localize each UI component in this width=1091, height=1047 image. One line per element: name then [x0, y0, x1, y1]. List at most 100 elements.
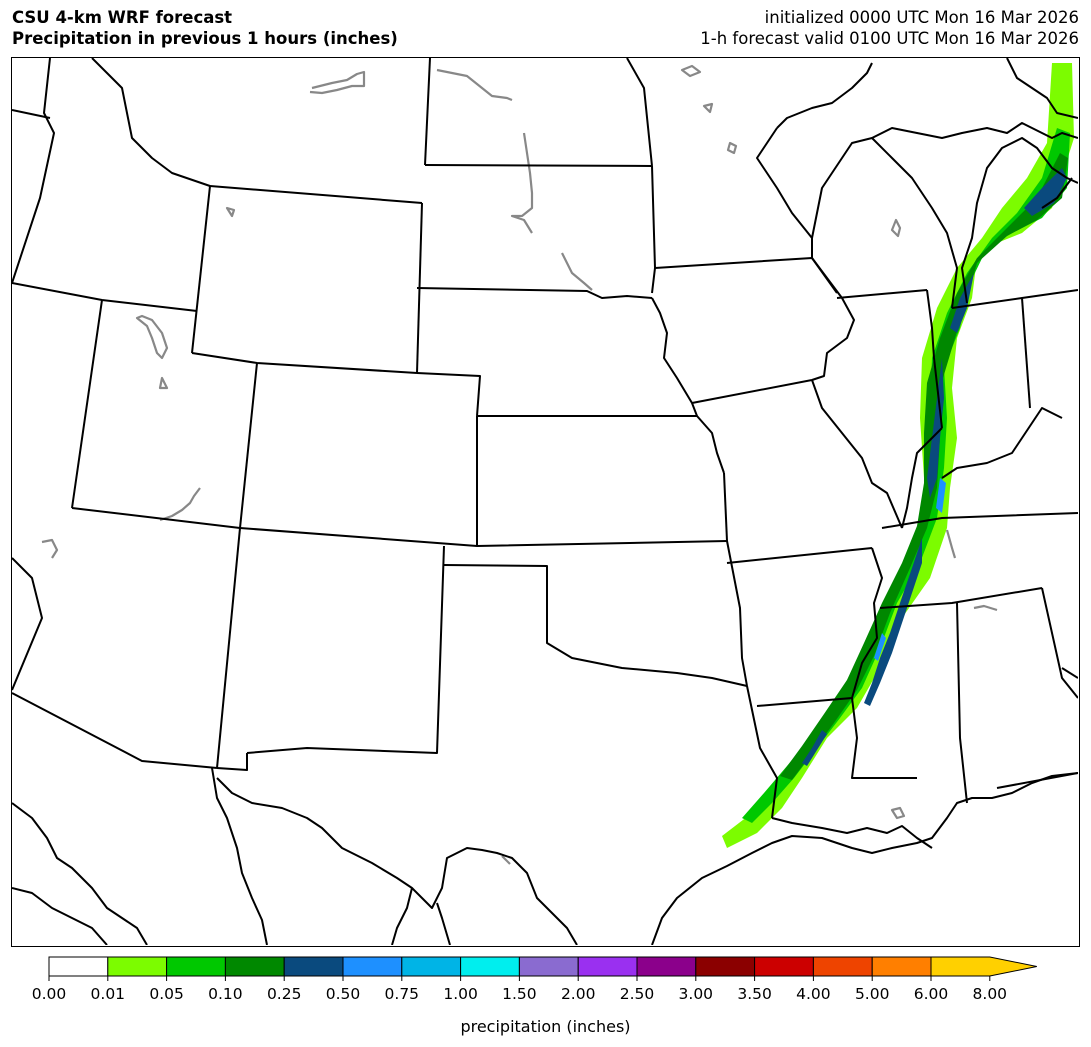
border-ky-tn — [881, 512, 1078, 529]
border-nm-tx-west — [246, 545, 445, 754]
lake-mille-lacs — [726, 141, 738, 155]
rio-grande — [216, 777, 578, 945]
border-id-mt — [91, 58, 211, 187]
time-block: initialized 0000 UTC Mon 16 Mar 2026 1-h… — [700, 7, 1079, 49]
colorbar-swatch — [166, 956, 226, 977]
colorbar-swatch — [342, 956, 403, 977]
lake-pontchartrain — [890, 806, 906, 820]
colorbar-tick-label: 0.10 — [208, 985, 243, 1003]
border-wy-west — [191, 185, 211, 354]
border-ar-ms — [851, 547, 883, 699]
border-sc — [1061, 667, 1078, 679]
baja-coast — [12, 887, 108, 945]
forecast-map — [11, 57, 1080, 947]
lake-winnebago — [890, 218, 902, 238]
colorbar-swatch-extend — [930, 956, 1037, 977]
kentucky-lake — [945, 529, 957, 559]
colorbar-tick-label: 8.00 — [973, 985, 1008, 1003]
border-ks-mo — [723, 472, 728, 542]
lake-mead — [41, 538, 59, 559]
border-tx-panhandle — [443, 564, 748, 687]
border-co-nm-ok — [239, 527, 728, 547]
colorbar-tick-label: 0.01 — [91, 985, 126, 1003]
gulf-coast-texas — [651, 772, 1078, 945]
border-ms-al — [956, 602, 968, 804]
border-huron — [1006, 58, 1078, 119]
border-ne-co-ks — [416, 372, 481, 417]
lake-sakakawea — [309, 70, 366, 95]
border-az-south — [12, 692, 218, 769]
colorbar-swatch — [871, 956, 932, 977]
colorbar-tick-label: 2.00 — [561, 985, 596, 1003]
border-id-west — [12, 58, 55, 284]
lake-powell — [159, 487, 201, 522]
colorbar-label: precipitation (inches) — [460, 1017, 631, 1036]
colorbar-tick-label: 5.00 — [855, 985, 890, 1003]
colorbar-tick-label: 0.25 — [267, 985, 302, 1003]
colorbar-tick-label: 0.50 — [326, 985, 361, 1003]
border-wa-or — [12, 109, 51, 119]
colorbar-tick-label: 4.00 — [796, 985, 831, 1003]
border-nv-ca-az — [12, 557, 43, 691]
upper-red-lake — [680, 64, 702, 78]
border-nm-tx-south — [216, 753, 248, 771]
border-sd-mn-ia — [651, 165, 656, 294]
colorbar-swatch — [636, 956, 697, 977]
border-mo-ar — [726, 547, 873, 564]
border-mt-wy-north — [209, 185, 423, 204]
border-tn-ms-al — [879, 587, 1043, 609]
state-borders — [12, 58, 1078, 819]
border-mi-thumb — [1041, 177, 1073, 209]
border-mississippi-ia-il — [811, 257, 855, 381]
precip-light-band — [722, 63, 1074, 848]
border-wi-il — [836, 289, 928, 299]
colorbar-tick-label: 3.50 — [737, 985, 772, 1003]
border-in-oh — [1021, 297, 1031, 409]
colorbar-tick-label: 0.05 — [149, 985, 184, 1003]
colorbar-swatch — [812, 956, 873, 977]
colorbar-tick-label: 3.00 — [679, 985, 714, 1003]
colorbar-tick-label: 6.00 — [914, 985, 949, 1003]
border-up-mi — [871, 122, 1078, 139]
colorbar-swatch — [518, 956, 579, 977]
colorbar-ticks: 0.00 0.01 0.05 0.10 0.25 0.50 0.75 1.00 1.50 2.00… — [32, 976, 1007, 1003]
colorbar-tick-label: 1.00 — [443, 985, 478, 1003]
missouri-river-sd — [510, 132, 534, 234]
fort-peck-lake — [436, 68, 513, 102]
border-wi-mn — [756, 127, 813, 258]
water-features — [41, 64, 998, 865]
border-mi-in-oh — [951, 289, 1078, 309]
border-az-nm — [216, 527, 241, 769]
map-canvas — [12, 58, 1078, 945]
mexico-coahuila — [436, 902, 451, 945]
great-salt-lake — [135, 314, 169, 360]
border-al-ga — [1041, 587, 1078, 699]
border-nd-mn — [626, 58, 653, 167]
border-sd-ne — [416, 287, 653, 299]
colorbar-swatches — [48, 956, 1037, 977]
init-time: initialized 0000 UTC Mon 16 Mar 2026 — [764, 8, 1079, 27]
valid-time: 1-h forecast valid 0100 UTC Mon 16 Mar 2… — [700, 29, 1079, 48]
colorbar-swatch — [754, 956, 814, 977]
small-lake-mn — [702, 102, 714, 114]
precip-blue-core — [874, 478, 946, 661]
border-nd-sd — [424, 164, 653, 167]
gulf-california — [211, 767, 268, 945]
mexico-sonora — [391, 887, 413, 945]
precip-dark-blue-core — [802, 168, 1067, 766]
border-in-ky — [941, 407, 1063, 479]
border-lower-mi — [961, 137, 1078, 304]
border-ok-ar — [726, 540, 748, 687]
border-mo-il — [811, 379, 903, 529]
lake-francis-case — [561, 252, 593, 291]
gulf-coast-la — [771, 817, 933, 849]
colorbar-swatch — [48, 956, 109, 977]
colorbar-swatch — [577, 956, 638, 977]
colorbar-swatch — [107, 956, 168, 977]
model-title: CSU 4-km WRF forecast — [12, 8, 233, 27]
colorbar-tick-label: 1.50 — [502, 985, 537, 1003]
border-ut-co — [239, 362, 258, 529]
colorbar-swatch — [695, 956, 756, 977]
colorbar-tick-label: 0.00 — [32, 985, 67, 1003]
border-mt-nd — [424, 58, 431, 166]
